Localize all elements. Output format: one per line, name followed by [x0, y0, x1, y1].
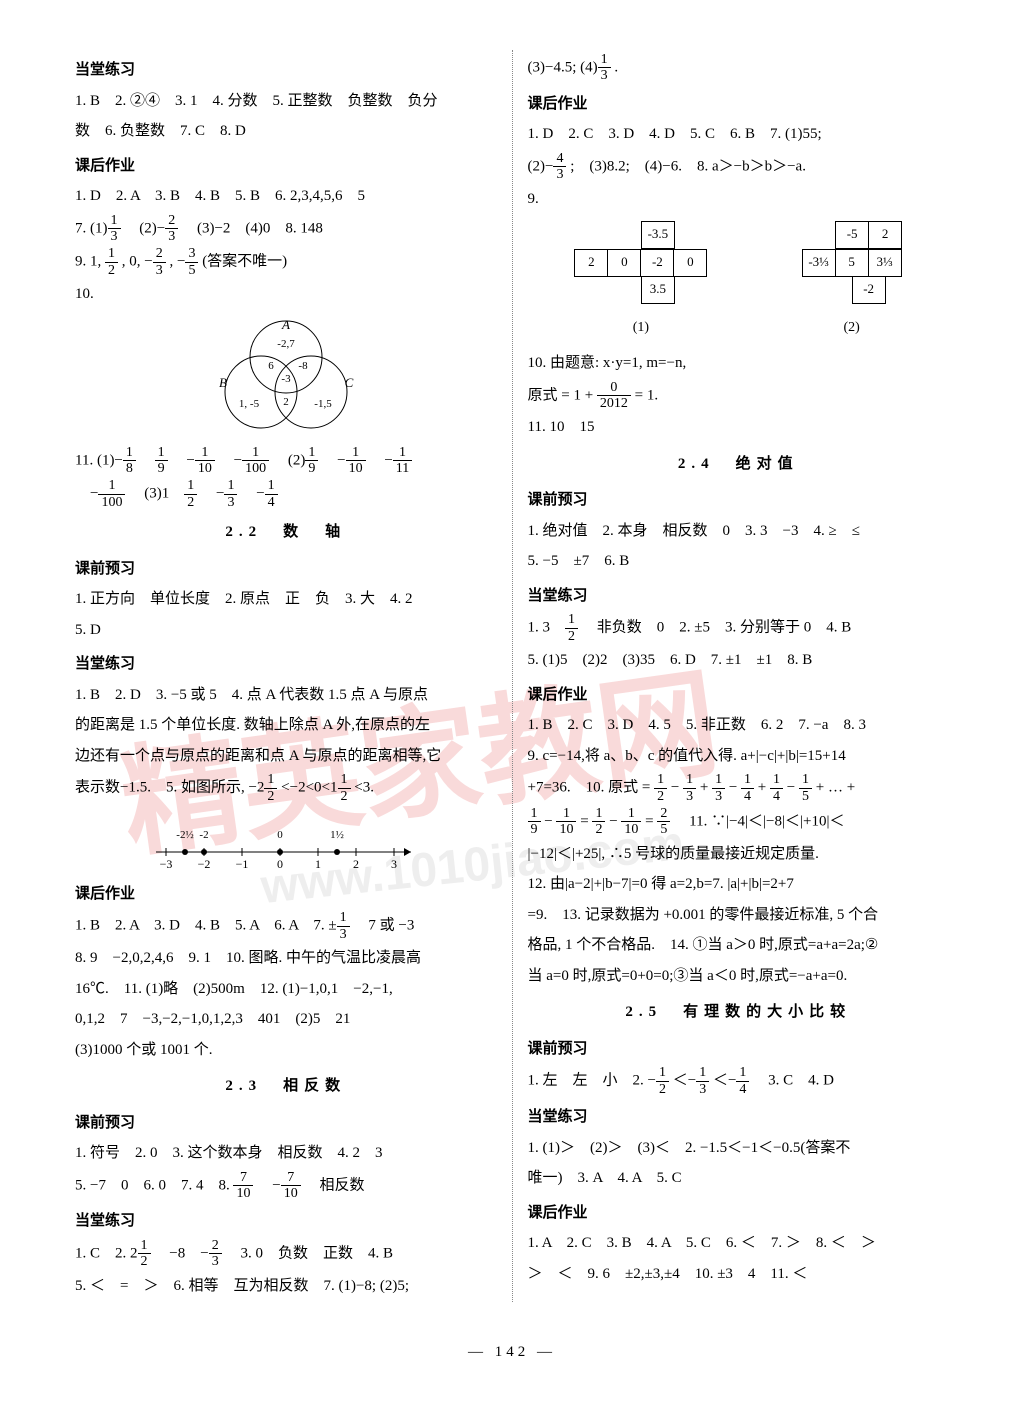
heading: 课后作业 [75, 880, 497, 909]
answer-line: 1. D 2. A 3. B 4. B 5. B 6. 2,3,4,5,6 5 [75, 182, 497, 211]
svg-text:1½: 1½ [330, 829, 344, 841]
number-line: −3 −2 −1 0 1 2 3 -2½ -2 0 1½ [146, 812, 426, 872]
answer-line: =9. 13. 记录数据为 +0.001 的零件最接近标准, 5 个合 [528, 901, 950, 930]
svg-text:1, -5: 1, -5 [239, 398, 260, 410]
answer-line: 的距离是 1.5 个单位长度. 数轴上除点 A 外,在原点的左 [75, 711, 497, 740]
answer-line: 1. 左 左 小 2. −12 ＜−13 ＜−14 3. C 4. D [528, 1065, 950, 1097]
svg-text:-3: -3 [281, 373, 291, 385]
answer-line: |−12|＜|+25|, ∴5 号球的质量最接近规定质量. [528, 840, 950, 869]
answer-line: (2)−43 ; (3)8.2; (4)−6. 8. a＞−b＞b＞−a. [528, 151, 950, 183]
svg-text:−1: −1 [235, 857, 248, 871]
svg-text:−3: −3 [159, 857, 172, 871]
heading: 课前预习 [75, 1109, 497, 1138]
answer-line: 数 6. 负整数 7. C 8. D [75, 117, 497, 146]
section-title: 2.4 绝对值 [528, 450, 950, 479]
svg-text:A: A [281, 317, 290, 332]
answer-line: 原式 = 1 + 02012 = 1. [528, 380, 950, 412]
answer-line: 5. (1)5 (2)2 (3)35 6. D 7. ±1 ±1 8. B [528, 646, 950, 675]
cross-grid-2: -52 -3⅓53⅓ -2 [802, 221, 902, 304]
answer-line: 边还有一个点与原点的距离和点 A 与原点的距离相等,它 [75, 742, 497, 771]
heading: 课后作业 [528, 681, 950, 710]
answer-line: 16℃. 11. (1)略 (2)500m 12. (1)−1,0,1 −2,−… [75, 975, 497, 1004]
svg-text:-2½: -2½ [176, 829, 193, 841]
answer-line: 1. B 2. ②④ 3. 1 4. 分数 5. 正整数 负整数 负分 [75, 87, 497, 116]
answer-line: (3)−4.5; (4)13 . [528, 52, 950, 84]
answer-line: 1. 符号 2. 0 3. 这个数本身 相反数 4. 2 3 [75, 1139, 497, 1168]
left-column: 当堂练习 1. B 2. ②④ 3. 1 4. 分数 5. 正整数 负整数 负分… [60, 50, 513, 1302]
answer-line: 7. (1)13 (2)−23 (3)−2 (4)0 8. 148 [75, 213, 497, 245]
svg-text:2: 2 [353, 857, 359, 871]
section-title: 2.5 有理数的大小比较 [528, 998, 950, 1027]
answer-line: 5. D [75, 616, 497, 645]
answer-line: +7=36. 10. 原式 = 12 − 13 + 13 − 14 + 14 −… [528, 772, 950, 804]
answer-line: 9. 1, 12 , 0, −23 , −35 (答案不唯一) [75, 246, 497, 278]
answer-line: 11. 10 15 [528, 413, 950, 442]
page-number: — 142 — [0, 1332, 1024, 1387]
cross-grid-1: -3.5 20-20 3.5 [575, 221, 707, 304]
svg-text:-2: -2 [199, 829, 208, 841]
answer-line: 格品, 1 个不合格品. 14. ①当 a＞0 时,原式=a+a=2a;② [528, 931, 950, 960]
heading: 课后作业 [528, 90, 950, 119]
heading: 当堂练习 [75, 56, 497, 85]
heading: 当堂练习 [528, 1103, 950, 1132]
heading: 当堂练习 [528, 582, 950, 611]
answer-line: 1. C 2. 212 −8 −23 3. 0 负数 正数 4. B [75, 1238, 497, 1270]
svg-text:1: 1 [315, 857, 321, 871]
answer-line: ＞ ＜ 9. 6 ±2,±3,±4 10. ±3 4 11. ＜ [528, 1260, 950, 1289]
svg-text:0: 0 [277, 857, 283, 871]
answer-line: 9. [528, 185, 950, 214]
answer-line: 10. 由题意: x·y=1, m=−n, [528, 349, 950, 378]
cross-diagrams: -3.5 20-20 3.5 (1) -52 -3⅓53⅓ -2 (2) [528, 221, 950, 341]
answer-line: 12. 由|a−2|+|b−7|=0 得 a=2,b=7. |a|+|b|=2+… [528, 870, 950, 899]
svg-text:B: B [219, 375, 227, 390]
venn-diagram: A B C -2,7 6 -8 -3 1, -5 2 -1,5 [201, 317, 371, 437]
heading: 课后作业 [528, 1199, 950, 1228]
answer-line: 1. (1)＞ (2)＞ (3)＜ 2. −1.5＜−1＜−0.5(答案不 [528, 1134, 950, 1163]
answer-line: 1. B 2. D 3. −5 或 5 4. 点 A 代表数 1.5 点 A 与… [75, 681, 497, 710]
svg-text:−2: −2 [197, 857, 210, 871]
heading: 课前预习 [75, 555, 497, 584]
answer-line: 1. A 2. C 3. B 4. A 5. C 6. ＜ 7. ＞ 8. ＜ … [528, 1229, 950, 1258]
answer-line: 11. (1)−18 19 −110 −1100 (2)19 −110 −111 [75, 445, 497, 477]
caption: (1) [575, 315, 707, 342]
answer-line: 1. D 2. C 3. D 4. D 5. C 6. B 7. (1)55; [528, 120, 950, 149]
svg-text:0: 0 [277, 829, 283, 841]
answer-line: 当 a=0 时,原式=0+0=0;③当 a＜0 时,原式=−a+a=0. [528, 962, 950, 991]
svg-text:2: 2 [283, 396, 289, 408]
answer-line: 1. B 2. A 3. D 4. B 5. A 6. A 7. ±13 7 或… [75, 910, 497, 942]
answer-line: 10. [75, 280, 497, 309]
svg-text:-8: -8 [298, 360, 308, 372]
svg-text:-1,5: -1,5 [314, 398, 332, 410]
section-title: 2.2 数 轴 [75, 518, 497, 547]
answer-line: 1. B 2. C 3. D 4. 5 5. 非正数 6. 2 7. −a 8.… [528, 711, 950, 740]
svg-text:6: 6 [268, 360, 274, 372]
svg-text:3: 3 [391, 857, 397, 871]
svg-text:-2,7: -2,7 [277, 338, 295, 350]
svg-text:C: C [344, 375, 353, 390]
answer-line: 1. 3 12 非负数 0 2. ±5 3. 分别等于 0 4. B [528, 612, 950, 644]
answer-line: 1. 绝对值 2. 本身 相反数 0 3. 3 −3 4. ≥ ≤ [528, 517, 950, 546]
section-title: 2.3 相反数 [75, 1072, 497, 1101]
answer-line: 唯一) 3. A 4. A 5. C [528, 1164, 950, 1193]
right-column: (3)−4.5; (4)13 . 课后作业 1. D 2. C 3. D 4. … [513, 50, 965, 1302]
answer-line: (3)1000 个或 1001 个. [75, 1036, 497, 1065]
answer-line: 5. −7 0 6. 0 7. 4 8. 710 −710 相反数 [75, 1170, 497, 1202]
answer-line: 5. ＜ = ＞ 6. 相等 互为相反数 7. (1)−8; (2)5; [75, 1272, 497, 1301]
caption: (2) [802, 315, 902, 342]
answer-line: 8. 9 −2,0,2,4,6 9. 1 10. 图略. 中午的气温比凌晨高 [75, 944, 497, 973]
heading: 课前预习 [528, 1035, 950, 1064]
answer-line: 5. −5 ±7 6. B [528, 547, 950, 576]
heading: 当堂练习 [75, 1207, 497, 1236]
answer-line: 1. 正方向 单位长度 2. 原点 正 负 3. 大 4. 2 [75, 585, 497, 614]
answer-line: 19 − 110 = 12 − 110 = 25 11. ∵|−4|＜|−8|＜… [528, 806, 950, 838]
heading: 当堂练习 [75, 650, 497, 679]
answer-line: 9. c=−14,将 a、b、c 的值代入得. a+|−c|+|b|=15+14 [528, 742, 950, 771]
answer-line: −1100 (3)1 12 −13 −14 [75, 478, 497, 510]
heading: 课前预习 [528, 486, 950, 515]
answer-line: 表示数−1.5. 5. 如图所示, −212 <−2<0<112 <3. [75, 772, 497, 804]
heading: 课后作业 [75, 152, 497, 181]
answer-line: 0,1,2 7 −3,−2,−1,0,1,2,3 401 (2)5 21 [75, 1005, 497, 1034]
